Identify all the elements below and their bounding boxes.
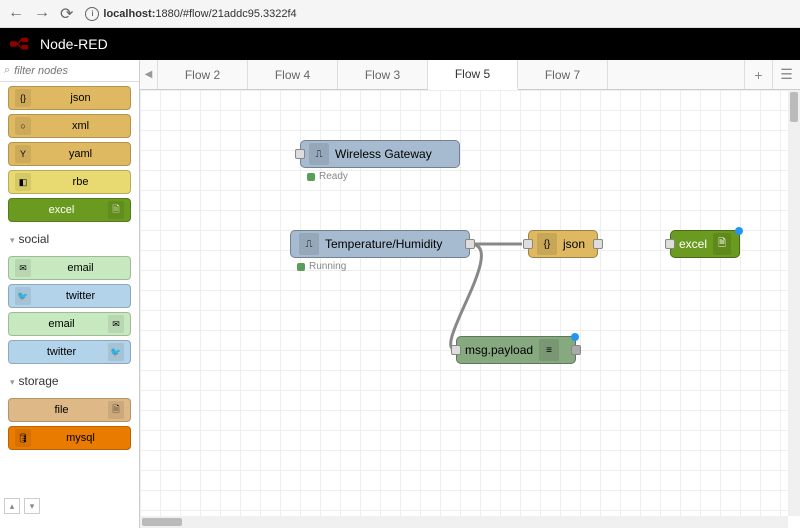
- file-icon: 🗎: [713, 233, 731, 255]
- workspace: ◀ Flow 2 Flow 4 Flow 3 Flow 5 Flow 7 + ☰…: [140, 60, 800, 528]
- browser-nav: ← → ⟳: [8, 4, 73, 24]
- collapse-up-button[interactable]: ▴: [4, 498, 20, 514]
- category-social[interactable]: social: [0, 226, 139, 252]
- url-path: 1880/#flow/21addc95.3322f4: [155, 8, 296, 20]
- list-tabs-button[interactable]: ☰: [772, 60, 800, 89]
- tab-scroll-left[interactable]: ◀: [140, 60, 158, 89]
- node-status: Running: [297, 261, 346, 272]
- twitter-icon: 🐦: [108, 343, 124, 361]
- palette-node-file[interactable]: file🗎: [8, 398, 131, 422]
- json-icon: {}: [15, 89, 31, 107]
- node-input-port[interactable]: [295, 149, 305, 159]
- rbe-icon: ◧: [15, 173, 31, 191]
- palette-node-email-out[interactable]: email✉: [8, 312, 131, 336]
- node-input-port[interactable]: [451, 345, 461, 355]
- twitter-icon: 🐦: [15, 287, 31, 305]
- wireless-icon: ⎍: [309, 143, 329, 165]
- url-bar[interactable]: i localhost:1880/#flow/21addc95.3322f4: [85, 7, 296, 21]
- node-wireless-gateway[interactable]: ⎍ Wireless Gateway Ready: [300, 140, 460, 168]
- tab-flow-3[interactable]: Flow 3: [338, 60, 428, 89]
- url-host: localhost:: [103, 8, 155, 20]
- info-icon: i: [85, 7, 99, 21]
- sidebar-footer: ▴ ▾: [0, 498, 44, 516]
- node-output-port[interactable]: [593, 239, 603, 249]
- horizontal-scrollbar[interactable]: [140, 516, 788, 528]
- search-icon: ⌕: [4, 64, 10, 77]
- logo-icon: [10, 37, 32, 51]
- tab-flow-5[interactable]: Flow 5: [428, 60, 518, 90]
- app-title: Node-RED: [40, 36, 108, 52]
- palette-node-twitter-out[interactable]: twitter🐦: [8, 340, 131, 364]
- node-input-port[interactable]: [665, 239, 675, 249]
- node-input-port[interactable]: [523, 239, 533, 249]
- node-button-port[interactable]: [571, 345, 581, 355]
- node-temperature-humidity[interactable]: ⎍ Temperature/Humidity Running: [290, 230, 470, 258]
- envelope-icon: ✉: [15, 259, 31, 277]
- back-icon[interactable]: ←: [8, 4, 24, 24]
- palette-node-rbe[interactable]: ◧rbe: [8, 170, 131, 194]
- envelope-icon: ✉: [108, 315, 124, 333]
- node-debug[interactable]: msg.payload ≡: [456, 336, 576, 364]
- tab-flow-7[interactable]: Flow 7: [518, 60, 608, 89]
- palette-node-json[interactable]: {}json: [8, 86, 131, 110]
- forward-icon[interactable]: →: [34, 4, 50, 24]
- collapse-down-button[interactable]: ▾: [24, 498, 40, 514]
- node-output-port[interactable]: [465, 239, 475, 249]
- json-icon: {}: [537, 233, 557, 255]
- node-status: Ready: [307, 171, 348, 182]
- file-icon: 🗎: [108, 401, 124, 419]
- palette-node-excel[interactable]: excel🗎: [8, 198, 131, 222]
- yaml-icon: Y: [15, 145, 31, 163]
- tab-bar: ◀ Flow 2 Flow 4 Flow 3 Flow 5 Flow 7 + ☰: [140, 60, 800, 90]
- changed-indicator: [571, 333, 579, 341]
- filter-input[interactable]: [14, 65, 135, 77]
- vertical-scrollbar[interactable]: [788, 90, 800, 516]
- node-json[interactable]: {} json: [528, 230, 598, 258]
- tab-flow-4[interactable]: Flow 4: [248, 60, 338, 89]
- file-icon: 🗎: [108, 201, 124, 219]
- filter-container: ⌕: [0, 60, 139, 82]
- debug-icon: ≡: [539, 339, 559, 361]
- palette-sidebar: ⌕ {}json ○xml Yyaml ◧rbe excel🗎 social ✉…: [0, 60, 140, 528]
- changed-indicator: [735, 227, 743, 235]
- palette-node-twitter-in[interactable]: 🐦twitter: [8, 284, 131, 308]
- palette-node-mysql[interactable]: 🛢mysql: [8, 426, 131, 450]
- add-tab-button[interactable]: +: [744, 60, 772, 89]
- palette-node-email-in[interactable]: ✉email: [8, 256, 131, 280]
- browser-toolbar: ← → ⟳ i localhost:1880/#flow/21addc95.33…: [0, 0, 800, 28]
- wire-temp-json: [140, 90, 800, 528]
- category-storage[interactable]: storage: [0, 368, 139, 394]
- tab-flow-2[interactable]: Flow 2: [158, 60, 248, 89]
- palette-node-xml[interactable]: ○xml: [8, 114, 131, 138]
- reload-icon[interactable]: ⟳: [60, 4, 73, 24]
- database-icon: 🛢: [15, 429, 31, 447]
- app-header: Node-RED: [0, 28, 800, 60]
- node-excel[interactable]: excel 🗎: [670, 230, 740, 258]
- palette-node-yaml[interactable]: Yyaml: [8, 142, 131, 166]
- sensor-icon: ⎍: [299, 233, 319, 255]
- xml-icon: ○: [15, 117, 31, 135]
- flow-canvas[interactable]: ⎍ Wireless Gateway Ready ⎍ Temperature/H…: [140, 90, 800, 528]
